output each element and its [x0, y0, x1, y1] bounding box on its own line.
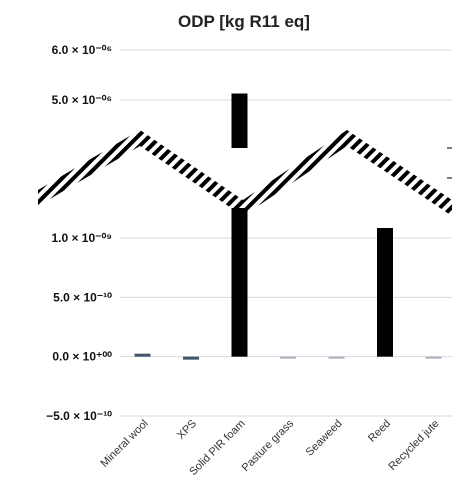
- x-tick-label: Recycled jute: [386, 418, 441, 473]
- bar-reed-lower: [377, 200, 393, 357]
- axis-break: [0, 108, 454, 230]
- bars: [134, 93, 442, 360]
- x-tick-label: Seaweed: [304, 418, 345, 459]
- bar-pasture-grass: [280, 356, 296, 359]
- bar-solid-pir-foam-lower: [231, 200, 248, 357]
- y-tick-label: 6.0 × 10⁻⁰⁶: [52, 43, 112, 57]
- bar-solid-pir-foam-upper-stub: [231, 108, 248, 148]
- x-tick-label: Mineral wool: [98, 418, 150, 470]
- bar-seaweed: [328, 356, 345, 359]
- y-tick-label: 0.0 × 10⁺⁰⁰: [52, 350, 112, 364]
- x-tick-label: Reed: [366, 418, 393, 445]
- bar-recycled-jute: [425, 356, 442, 359]
- bar-mineral-wool: [134, 353, 151, 357]
- x-tick-label: XPS: [175, 418, 199, 442]
- chart-title: ODP [kg R11 eq]: [178, 12, 310, 31]
- break-zigzag: [38, 130, 452, 216]
- y-tick-labels: 6.0 × 10⁻⁰⁶ 5.0 × 10⁻⁰⁶ 1.0 × 10⁻⁰⁹ 5.0 × 1…: [46, 43, 112, 423]
- y-tick-label: 5.0 × 10⁻⁰⁶: [52, 93, 112, 107]
- y-tick-label: −5.0 × 10⁻¹⁰: [46, 409, 112, 423]
- bar-xps: [183, 356, 199, 360]
- y-tick-label: 1.0 × 10⁻⁰⁹: [51, 231, 112, 245]
- x-tick-label: Pasture grass: [240, 417, 297, 474]
- gridlines: [120, 49, 452, 417]
- y-tick-label: 5.0 × 10⁻¹⁰: [53, 290, 112, 304]
